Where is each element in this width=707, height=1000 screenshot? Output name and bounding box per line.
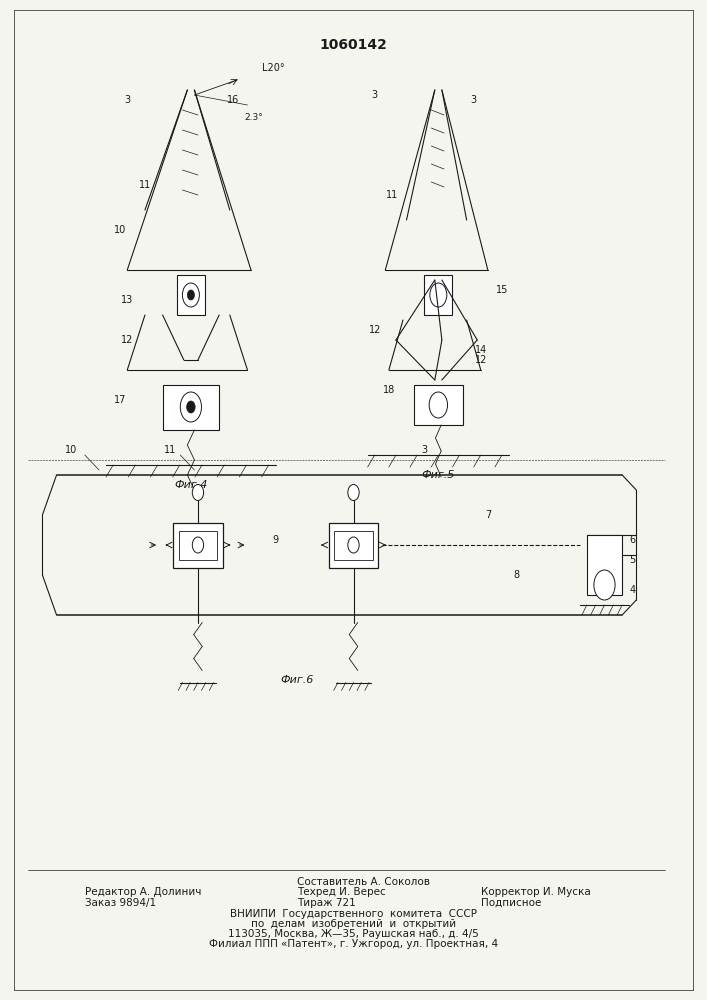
Circle shape bbox=[182, 283, 199, 307]
Text: 14: 14 bbox=[474, 345, 487, 355]
Text: 18: 18 bbox=[382, 385, 395, 395]
Text: Фиг.5: Фиг.5 bbox=[421, 470, 455, 480]
Text: Фиг.6: Фиг.6 bbox=[280, 675, 314, 685]
Text: Редактор А. Долинич: Редактор А. Долинич bbox=[85, 887, 201, 897]
Text: по  делам  изобретений  и  открытий: по делам изобретений и открытий bbox=[251, 919, 456, 929]
Text: 5: 5 bbox=[630, 555, 636, 565]
Text: ВНИИПИ  Государственного  комитета  СССР: ВНИИПИ Государственного комитета СССР bbox=[230, 909, 477, 919]
Circle shape bbox=[187, 401, 195, 413]
Bar bbox=[329, 522, 378, 568]
Text: 9: 9 bbox=[273, 535, 279, 545]
Circle shape bbox=[192, 537, 204, 553]
Circle shape bbox=[348, 537, 359, 553]
Circle shape bbox=[180, 392, 201, 422]
Text: 7: 7 bbox=[485, 510, 491, 520]
Text: 16: 16 bbox=[227, 95, 240, 105]
Text: Корректор И. Муска: Корректор И. Муска bbox=[481, 887, 590, 897]
Bar bbox=[163, 385, 219, 430]
Circle shape bbox=[594, 570, 615, 600]
Text: Составитель А. Соколов: Составитель А. Соколов bbox=[297, 877, 430, 887]
Text: 11: 11 bbox=[139, 180, 151, 190]
Text: 10: 10 bbox=[64, 445, 77, 455]
Text: 3: 3 bbox=[372, 90, 378, 100]
Circle shape bbox=[430, 283, 447, 307]
Bar bbox=[587, 535, 622, 595]
Text: L20°: L20° bbox=[262, 63, 284, 73]
Bar bbox=[414, 385, 463, 425]
Text: Фиг.4: Фиг.4 bbox=[174, 480, 208, 490]
Bar bbox=[424, 275, 452, 315]
Text: Филиал ППП «Патент», г. Ужгород, ул. Проектная, 4: Филиал ППП «Патент», г. Ужгород, ул. Про… bbox=[209, 939, 498, 949]
Text: 11: 11 bbox=[386, 190, 399, 200]
Text: Заказ 9894/1: Заказ 9894/1 bbox=[85, 898, 156, 908]
Circle shape bbox=[348, 485, 359, 500]
Text: 1060142: 1060142 bbox=[320, 38, 387, 52]
Text: 8: 8 bbox=[513, 570, 519, 580]
Text: 3: 3 bbox=[124, 95, 130, 105]
Text: 13: 13 bbox=[121, 295, 134, 305]
Text: 17: 17 bbox=[114, 395, 127, 405]
Text: 113035, Москва, Ж—35, Раушская наб., д. 4/5: 113035, Москва, Ж—35, Раушская наб., д. … bbox=[228, 929, 479, 939]
Circle shape bbox=[187, 290, 194, 300]
Text: 3: 3 bbox=[421, 445, 427, 455]
Circle shape bbox=[429, 392, 448, 418]
Text: Тираж 721: Тираж 721 bbox=[297, 898, 356, 908]
Bar bbox=[179, 530, 217, 560]
Bar bbox=[334, 530, 373, 560]
Text: 11: 11 bbox=[163, 445, 176, 455]
Text: 12: 12 bbox=[121, 335, 134, 345]
Text: 6: 6 bbox=[630, 535, 636, 545]
Text: 12: 12 bbox=[474, 355, 487, 365]
Bar bbox=[173, 522, 223, 568]
Text: 10: 10 bbox=[114, 225, 127, 235]
Text: Подписное: Подписное bbox=[481, 898, 541, 908]
Text: 12: 12 bbox=[368, 325, 381, 335]
Text: Техред И. Верес: Техред И. Верес bbox=[297, 887, 386, 897]
Text: 4: 4 bbox=[630, 585, 636, 595]
Text: 2.3°: 2.3° bbox=[244, 113, 263, 122]
Text: 3: 3 bbox=[471, 95, 477, 105]
Text: 15: 15 bbox=[496, 285, 508, 295]
Bar bbox=[177, 275, 205, 315]
Circle shape bbox=[192, 485, 204, 500]
